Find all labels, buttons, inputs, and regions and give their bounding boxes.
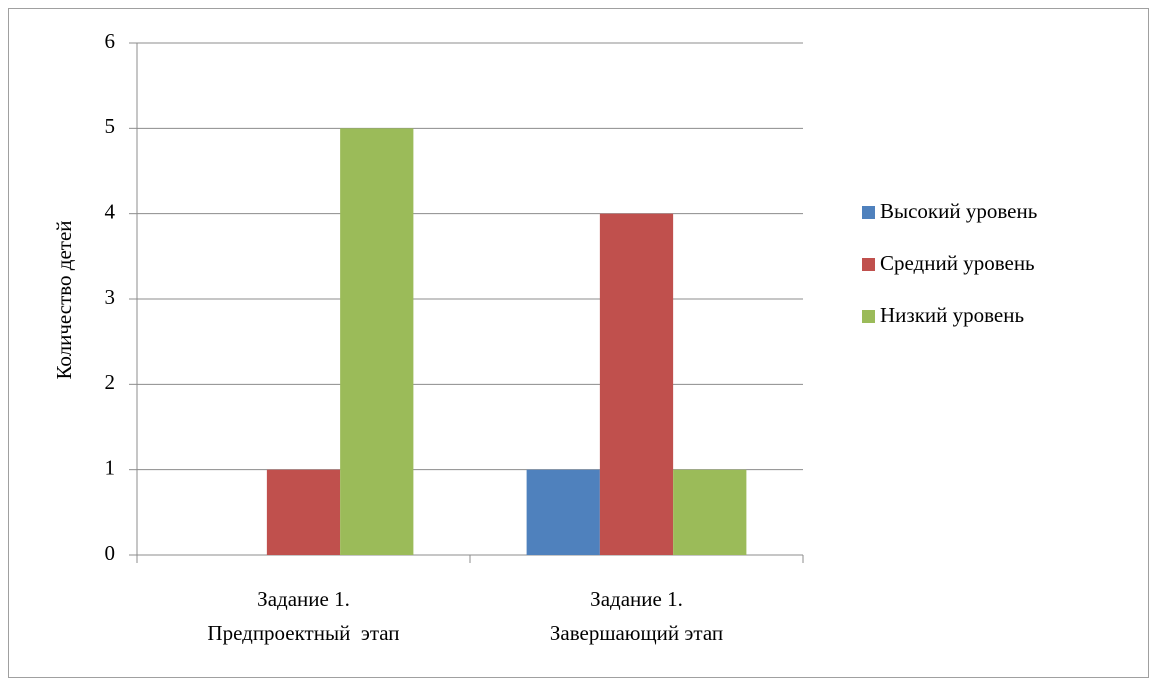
y-tick-label: 5 [105,114,116,138]
legend-label: Низкий уровень [880,303,1024,327]
y-tick-label: 2 [105,370,116,394]
bar [673,469,747,555]
bar [266,469,341,555]
y-tick-label: 6 [105,29,116,53]
y-tick-label: 4 [105,199,116,223]
chart-border [8,8,1149,678]
x-tick-label: Задание 1. Предпроектный этап [207,587,399,645]
x-tick-label: Задание 1. Завершающий этап [550,587,723,645]
y-axis-label: Количество детей [52,220,76,379]
legend-label: Средний уровень [880,251,1035,275]
legend-swatch [862,258,875,271]
bar [599,213,674,555]
y-tick-label: 0 [105,541,116,565]
y-tick-label: 1 [105,455,116,479]
y-tick-label: 3 [105,285,116,309]
bar [526,469,600,555]
legend-swatch [862,310,875,323]
legend-swatch [862,206,875,219]
bar [340,128,414,556]
legend-label: Высокий уровень [880,199,1037,223]
